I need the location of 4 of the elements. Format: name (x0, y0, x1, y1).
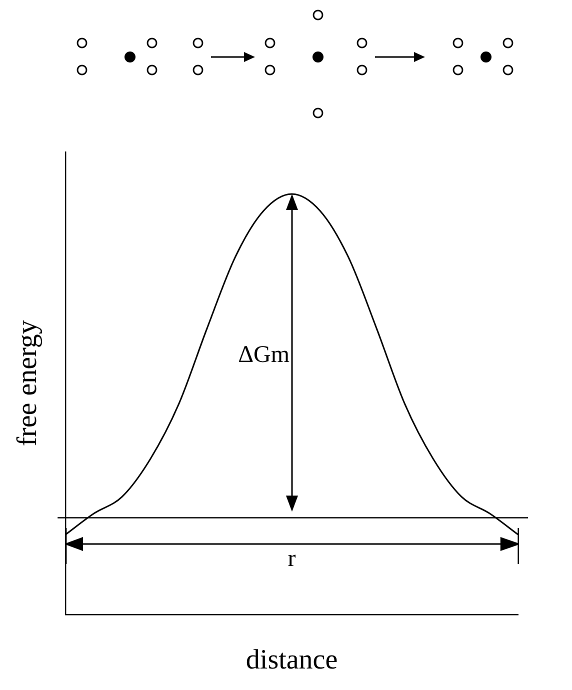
y-axis-title: free energy (12, 320, 44, 446)
x-axis-title: distance (246, 644, 338, 676)
annotation: ΔGm (238, 342, 290, 368)
annotation: r (288, 546, 296, 572)
